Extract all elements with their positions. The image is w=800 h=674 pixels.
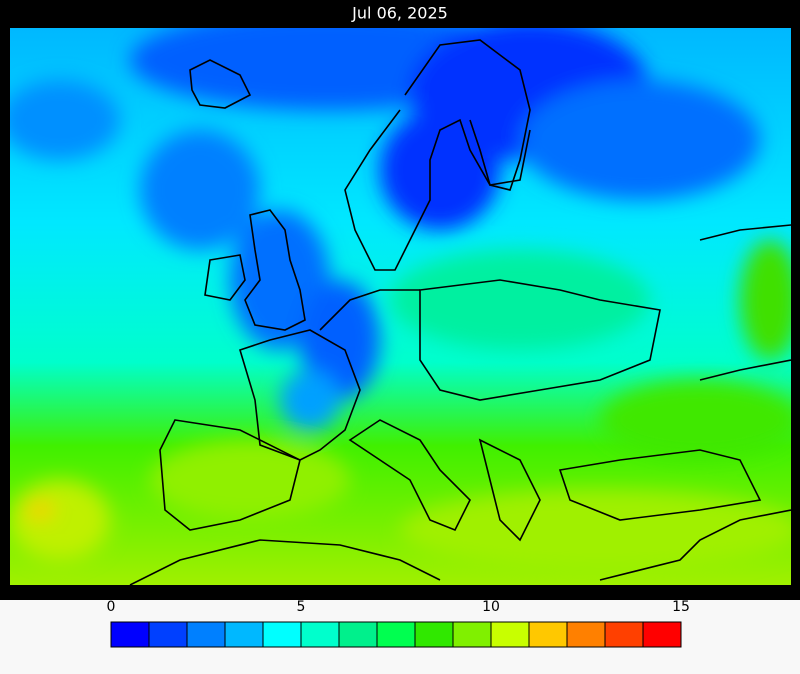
colorbar-box xyxy=(452,621,492,648)
coastlines xyxy=(129,39,791,585)
colorbar-box xyxy=(566,621,606,648)
map-area xyxy=(10,28,791,585)
colorbar-box xyxy=(224,621,264,648)
colorbar-box xyxy=(186,621,226,648)
colorbar-box xyxy=(262,621,302,648)
colorbar-box xyxy=(528,621,568,648)
field-blobs xyxy=(10,28,791,570)
map-title: Jul 06, 2025 xyxy=(351,4,448,23)
colorbar-box xyxy=(490,621,530,648)
colorbar-tick-label: 5 xyxy=(297,599,306,615)
map-field xyxy=(10,28,791,585)
colorbar-box xyxy=(338,621,378,648)
colorbar-box xyxy=(148,621,188,648)
colorbar-box xyxy=(642,621,682,648)
colorbar: 0 5 10 15 xyxy=(107,599,690,648)
colorbar-tick-label: 15 xyxy=(672,599,690,615)
colorbar-box xyxy=(300,621,340,648)
colorbar-box xyxy=(376,621,416,648)
colorbar-tick-label: 0 xyxy=(107,599,116,615)
colorbar-box xyxy=(604,621,644,648)
colorbar-box xyxy=(414,621,454,648)
colorbar-tick-label: 10 xyxy=(482,599,500,615)
colorbar-box xyxy=(110,621,150,648)
